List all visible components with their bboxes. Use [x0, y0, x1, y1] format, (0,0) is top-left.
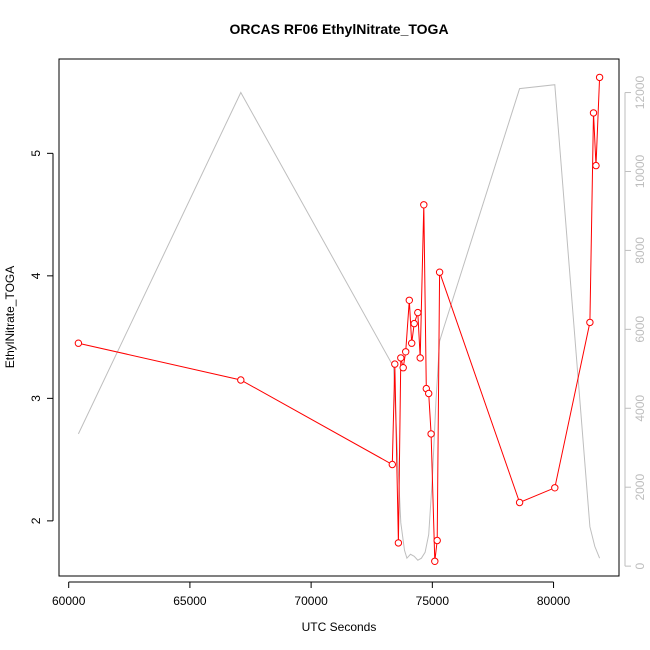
data-point: [402, 348, 410, 356]
data-point: [435, 268, 444, 276]
primary-series-layer: [74, 73, 604, 565]
primary-series-line: [78, 77, 601, 562]
x-tick-label: 75000: [416, 594, 450, 608]
x-tick-label: 65000: [173, 594, 207, 608]
x-tick-label: 70000: [294, 594, 328, 608]
data-point: [410, 319, 418, 328]
y2-tick-label: 2000: [633, 474, 647, 501]
axes-layer: 60000 65000 70000 75000 80000 2 3 4 5 0 2000 4000 60…: [29, 76, 647, 608]
data-point: [394, 539, 403, 547]
data-point: [399, 364, 407, 372]
data-point: [74, 339, 83, 347]
data-point: [237, 376, 245, 384]
y-tick-label: 5: [29, 150, 43, 157]
y-tick-label: 4: [29, 272, 43, 279]
y2-tick-label: 12000: [633, 76, 647, 110]
data-point: [388, 460, 396, 469]
y2-tick-label: 0: [633, 562, 647, 569]
data-point: [414, 308, 422, 317]
data-point: [515, 498, 524, 507]
data-point: [551, 484, 559, 492]
plot-frame: [58, 58, 620, 577]
data-point: [431, 557, 439, 565]
data-point: [589, 109, 598, 117]
x-axis-label: UTC Seconds: [302, 620, 377, 634]
secondary-series-layer: [77, 84, 601, 561]
data-point: [397, 354, 405, 362]
y2-tick-label: 6000: [633, 316, 647, 343]
x-tick-label: 80000: [537, 594, 571, 608]
x-tick-label: 60000: [52, 594, 86, 608]
data-point: [405, 296, 413, 304]
data-point: [592, 161, 600, 170]
y-tick-label: 3: [29, 395, 43, 402]
data-point: [408, 339, 416, 347]
y2-tick-label: 4000: [633, 395, 647, 422]
data-point: [391, 360, 399, 368]
data-point: [425, 389, 433, 398]
y-axis-label: EthylNitrate_TOGA: [3, 266, 17, 368]
secondary-series-line: [77, 84, 601, 561]
y-tick-label: 2: [29, 517, 43, 524]
data-point: [595, 73, 604, 82]
y2-tick-label: 8000: [633, 237, 647, 264]
data-point: [586, 318, 594, 327]
data-point: [420, 201, 428, 209]
data-point: [433, 536, 441, 545]
chart-title: ORCAS RF06 EthylNitrate_TOGA: [229, 21, 448, 37]
data-point: [416, 354, 424, 362]
y2-tick-label: 10000: [633, 154, 647, 188]
data-point: [427, 430, 435, 438]
